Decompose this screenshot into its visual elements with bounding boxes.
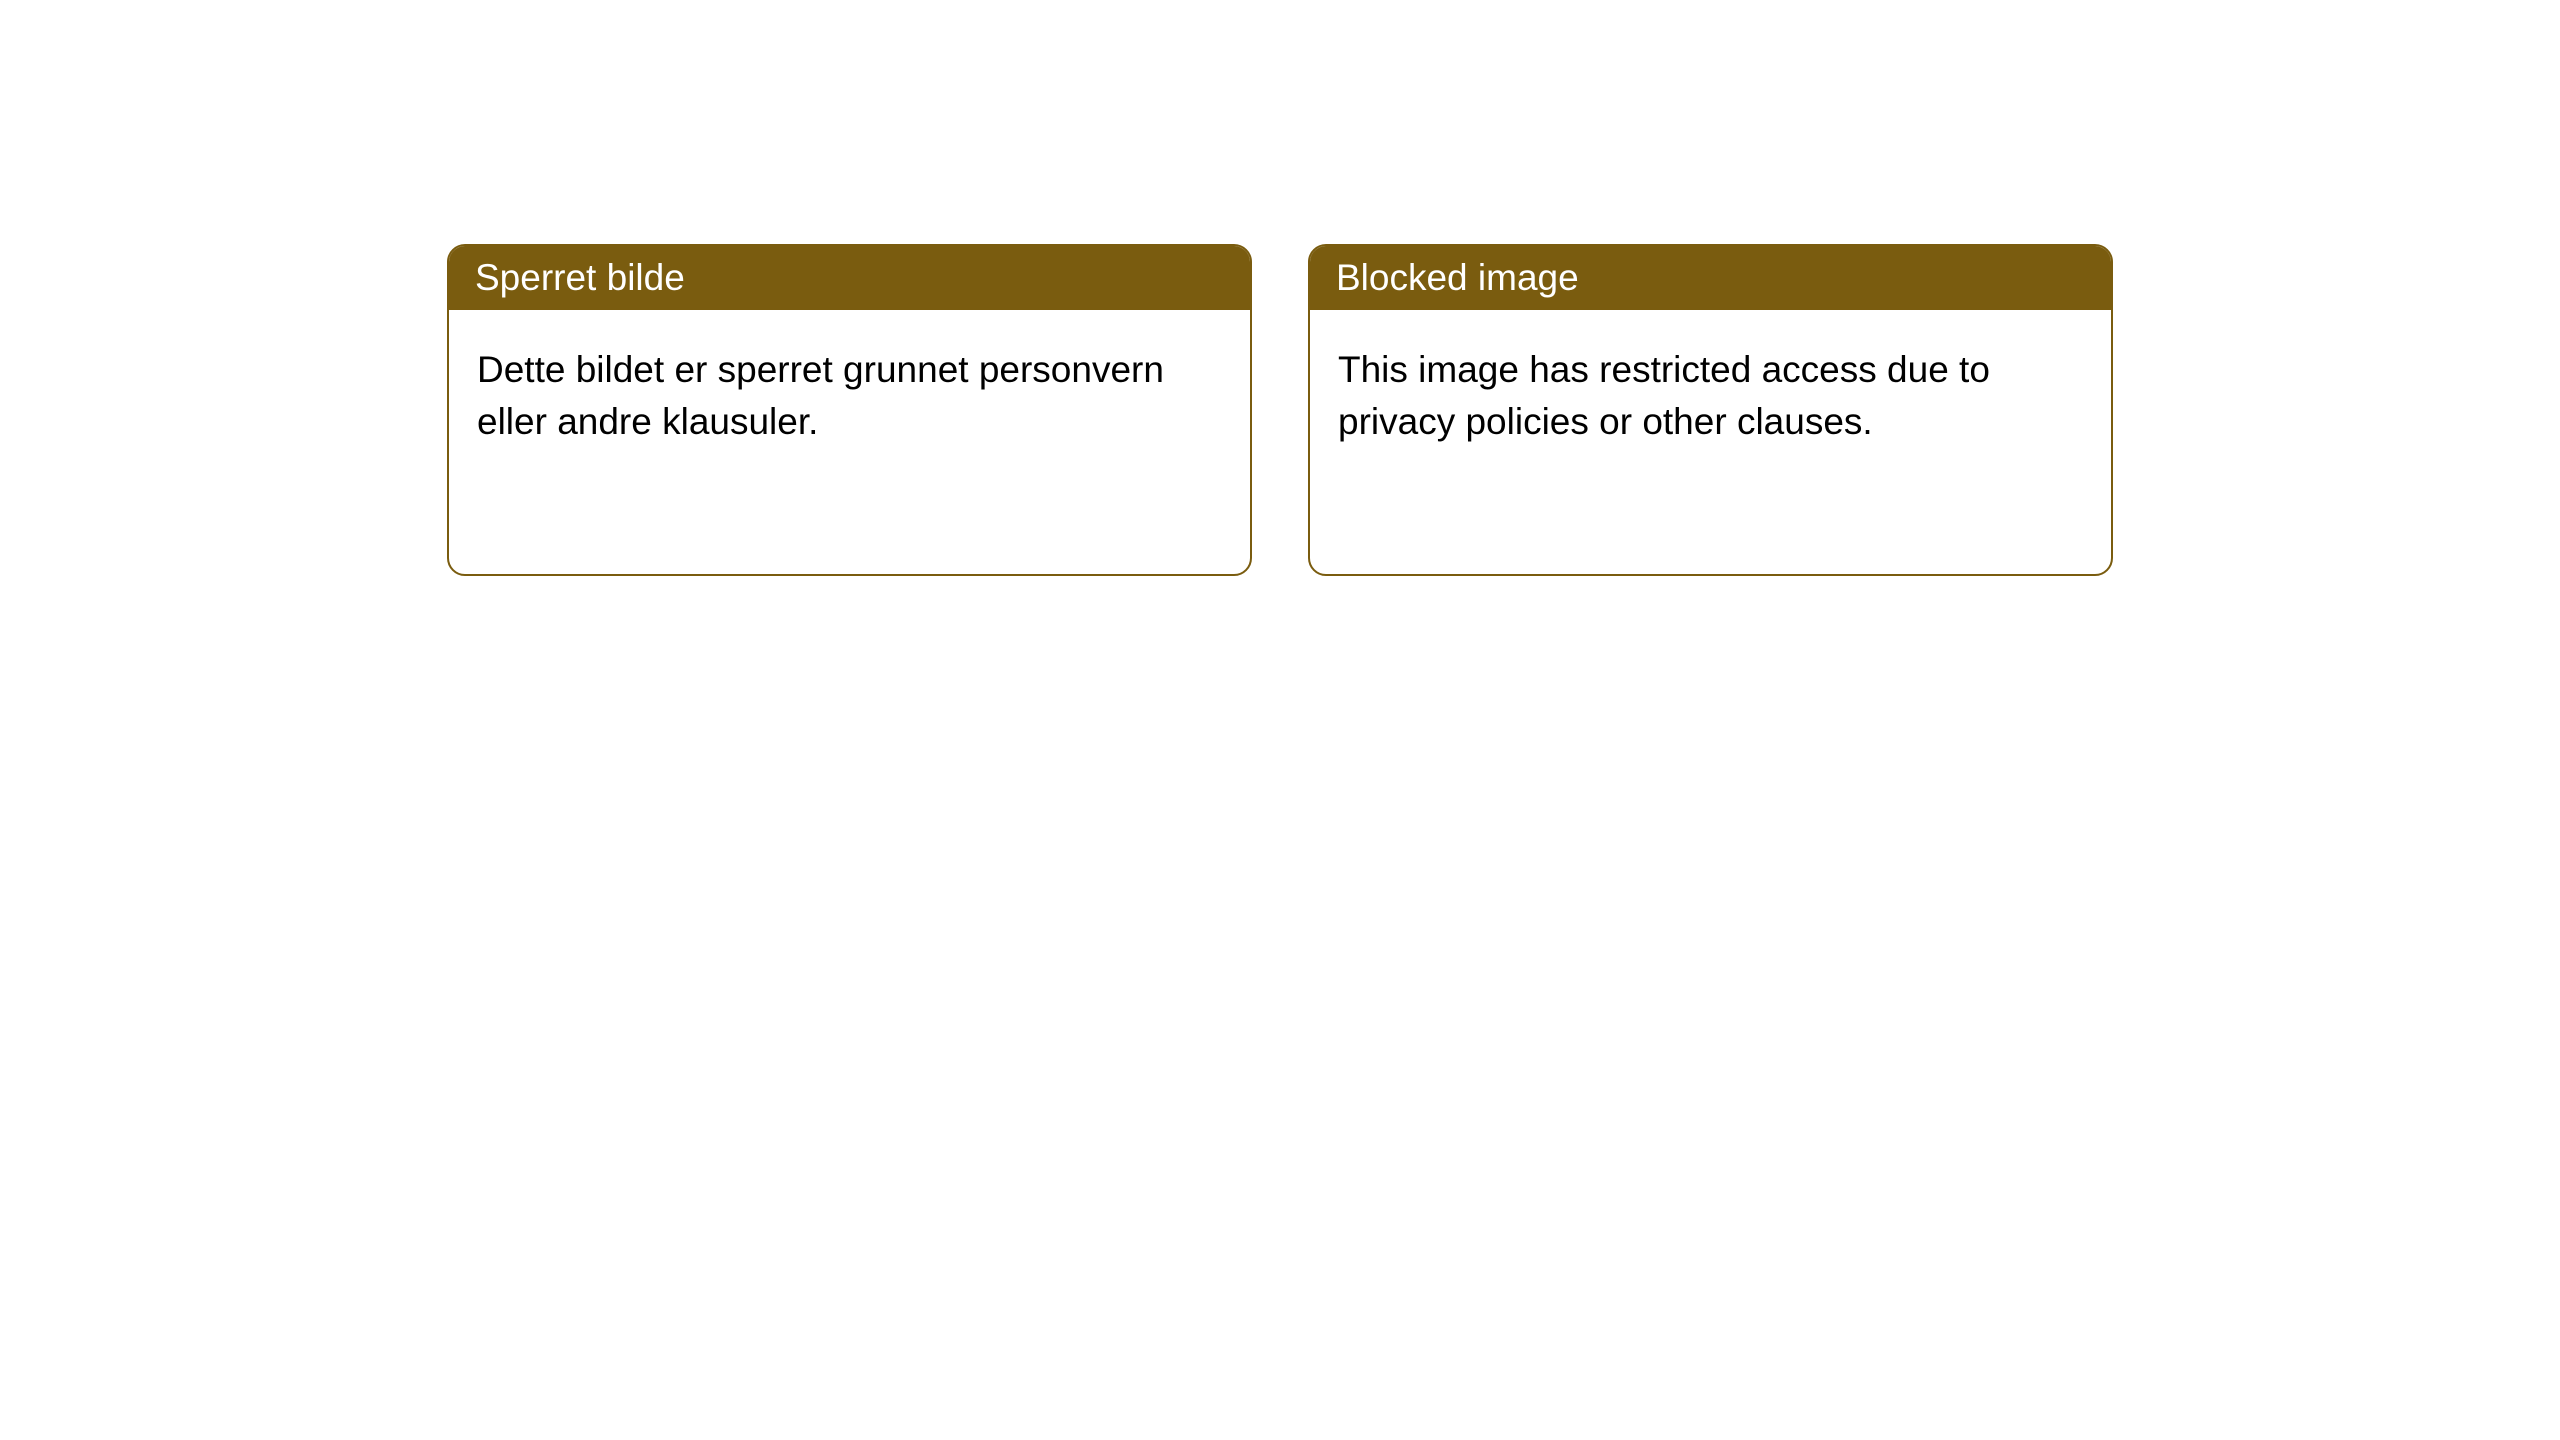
blocked-image-card-no: Sperret bilde Dette bildet er sperret gr… [447,244,1252,576]
card-body-no: Dette bildet er sperret grunnet personve… [449,310,1250,482]
card-body-en: This image has restricted access due to … [1310,310,2111,482]
cards-container: Sperret bilde Dette bildet er sperret gr… [447,244,2113,1440]
card-header-en: Blocked image [1310,246,2111,310]
card-header-no: Sperret bilde [449,246,1250,310]
blocked-image-card-en: Blocked image This image has restricted … [1308,244,2113,576]
